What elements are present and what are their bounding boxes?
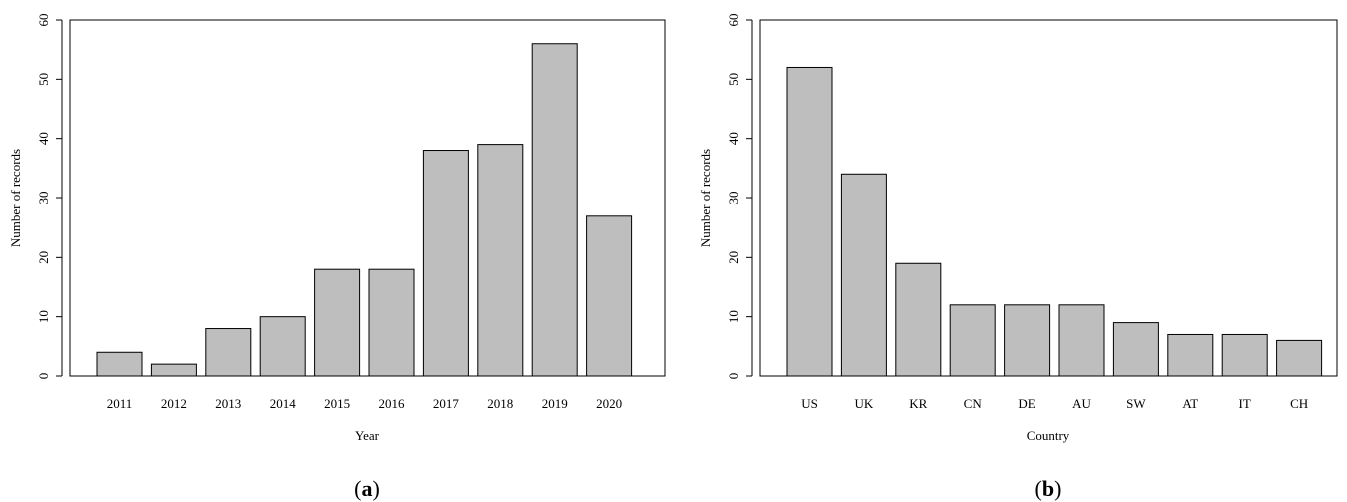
x-tick-label-a: 2015 xyxy=(324,396,350,411)
x-tick-label-a: 2018 xyxy=(487,396,513,411)
y-tick-label-a: 40 xyxy=(36,132,51,145)
y-tick-label-a: 20 xyxy=(36,251,51,264)
y-axis-b: 0 10 20 30 40 50 60 xyxy=(726,14,753,380)
y-axis-title-a: Number of records xyxy=(8,149,23,247)
x-tick-label-b: CN xyxy=(964,396,983,411)
bar-a-2012 xyxy=(150,363,197,377)
y-tick-label-a: 30 xyxy=(36,192,51,205)
bar-a-2018 xyxy=(477,144,524,377)
x-tick-label-a: 2014 xyxy=(270,396,297,411)
panel-label-a: (a) xyxy=(354,476,380,501)
bar-a-2014 xyxy=(259,316,306,377)
x-tick-label-b: SW xyxy=(1126,396,1146,411)
x-tick-label-a: 2013 xyxy=(215,396,241,411)
y-tick-label-b: 10 xyxy=(726,310,741,323)
y-tick-label-b: 30 xyxy=(726,192,741,205)
x-tick-label-b: CH xyxy=(1290,396,1308,411)
x-tick-label-b: DE xyxy=(1018,396,1035,411)
bar-b-sw xyxy=(1112,322,1159,377)
y-tick-label-b: 0 xyxy=(726,373,741,380)
x-tick-labels-b: US UK KR CN DE AU SW AT IT CH xyxy=(801,396,1308,411)
x-tick-label-a: 2011 xyxy=(107,396,133,411)
x-axis-title-a: Year xyxy=(355,428,380,443)
bars-a xyxy=(96,43,633,377)
y-tick-label-a: 50 xyxy=(36,73,51,86)
x-tick-labels-a: 2011 2012 2013 2014 2015 2016 2017 2018 2019 2020 xyxy=(107,396,622,411)
y-tick-label-b: 20 xyxy=(726,251,741,264)
bar-a-2017 xyxy=(422,150,469,377)
bar-a-2015 xyxy=(314,268,361,377)
y-axis-a: 0 10 20 30 40 50 60 xyxy=(36,14,63,380)
x-tick-label-b: IT xyxy=(1239,396,1251,411)
bar-b-uk xyxy=(840,173,887,377)
bar-a-2019 xyxy=(531,43,578,377)
bar-b-ch xyxy=(1276,339,1323,377)
x-axis-title-b: Country xyxy=(1027,428,1070,443)
y-axis-title-b: Number of records xyxy=(698,149,713,247)
bars-b xyxy=(786,66,1323,377)
x-tick-label-a: 2017 xyxy=(433,396,460,411)
x-tick-label-a: 2016 xyxy=(379,396,406,411)
x-tick-label-b: AU xyxy=(1072,396,1091,411)
y-tick-label-a: 60 xyxy=(36,14,51,27)
bar-a-2011 xyxy=(96,351,143,377)
x-tick-label-a: 2020 xyxy=(596,396,622,411)
panel-b: 0 10 20 30 40 50 60 US UK KR CN DE AU SW AT IT CH Numbe… xyxy=(698,14,1338,501)
bar-b-de xyxy=(1004,304,1051,377)
x-tick-label-a: 2012 xyxy=(161,396,187,411)
y-tick-label-a: 10 xyxy=(36,310,51,323)
y-tick-label-b: 60 xyxy=(726,14,741,27)
x-tick-label-b: UK xyxy=(855,396,874,411)
x-tick-label-b: US xyxy=(801,396,818,411)
x-tick-label-b: AT xyxy=(1182,396,1198,411)
bar-b-au xyxy=(1058,304,1105,377)
bar-a-2020 xyxy=(586,215,633,377)
panel-label-b: (b) xyxy=(1035,476,1062,501)
x-tick-label-a: 2019 xyxy=(542,396,568,411)
x-tick-label-b: KR xyxy=(909,396,927,411)
bar-b-it xyxy=(1221,333,1268,377)
plot-frame-a xyxy=(69,19,666,377)
y-tick-label-b: 40 xyxy=(726,132,741,145)
bar-b-cn xyxy=(949,304,996,377)
bar-b-us xyxy=(786,66,833,377)
bar-b-kr xyxy=(895,262,942,377)
bar-a-2016 xyxy=(368,268,415,377)
y-tick-label-a: 0 xyxy=(36,373,51,380)
bar-b-at xyxy=(1167,333,1214,377)
y-tick-label-b: 50 xyxy=(726,73,741,86)
bar-a-2013 xyxy=(205,328,252,377)
